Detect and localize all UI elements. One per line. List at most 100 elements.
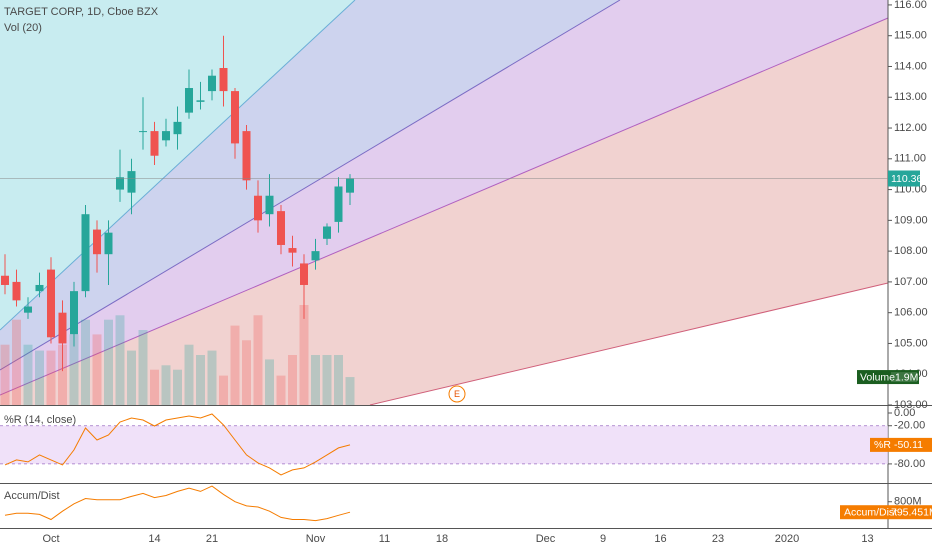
badge xyxy=(888,170,920,187)
y-tick-label: 106.00 xyxy=(894,307,928,319)
volume-bar xyxy=(253,315,263,405)
volume-bar xyxy=(115,315,125,405)
y-tick-label: 105.00 xyxy=(894,337,928,349)
candle-body xyxy=(208,75,216,92)
candle-body xyxy=(242,131,251,181)
volume-bar xyxy=(196,355,205,405)
volume-bar xyxy=(127,350,136,405)
volume-bar xyxy=(12,319,21,405)
candle-body xyxy=(196,100,205,102)
y-tick-label: 800M xyxy=(894,496,922,508)
event-label[interactable]: E xyxy=(454,389,460,399)
volume-bar xyxy=(104,319,113,405)
badge-value: -50.11 xyxy=(894,439,923,451)
x-tick-label: Nov xyxy=(306,533,326,545)
candle-body xyxy=(139,131,147,133)
subtitle: Vol (20) xyxy=(4,22,42,34)
badge-value: 795.451M xyxy=(891,506,932,518)
pane-title: Accum/Dist xyxy=(4,490,60,502)
volume-bar xyxy=(299,305,309,405)
candle-body xyxy=(231,91,239,144)
volume-bar xyxy=(184,344,194,405)
candle-body xyxy=(150,131,159,156)
volume-bar xyxy=(35,350,44,405)
x-tick-label: 9 xyxy=(600,533,606,545)
x-tick-label: Oct xyxy=(42,533,59,545)
candle-body xyxy=(104,232,113,255)
price-axis-bg xyxy=(888,0,932,550)
x-tick-label: 14 xyxy=(148,533,160,545)
volume-bar xyxy=(265,359,274,405)
candle-body xyxy=(185,88,193,113)
fan-line xyxy=(369,282,889,406)
candle-body xyxy=(70,291,78,335)
x-tick-label: Dec xyxy=(536,533,556,545)
y-tick-label: 112.00 xyxy=(894,122,927,134)
volume-bar xyxy=(230,325,240,405)
badge xyxy=(840,505,932,520)
y-tick-label: 103.00 xyxy=(894,399,928,411)
badge xyxy=(870,437,932,452)
volume-bar xyxy=(0,344,10,405)
volume-bar xyxy=(345,377,355,405)
volume-bar xyxy=(150,369,159,405)
volume-bar xyxy=(81,319,90,405)
badge-label: Accum/Dist xyxy=(844,506,897,518)
volume-bar xyxy=(92,334,102,405)
badge-value-bg xyxy=(891,372,917,383)
volume-bar xyxy=(69,334,79,405)
candle-body xyxy=(265,195,274,215)
y-tick-label: 116.00 xyxy=(894,0,927,11)
candle-body xyxy=(1,275,9,285)
x-tick-label: 13 xyxy=(861,533,873,545)
volume-bar xyxy=(58,344,67,405)
candle-body xyxy=(254,195,262,221)
badge-label: Volume xyxy=(860,371,895,383)
x-tick-label: 18 xyxy=(436,533,448,545)
candle-body xyxy=(12,281,21,301)
candle-body xyxy=(311,251,320,261)
volume-bar xyxy=(322,355,332,405)
y-tick-label: 109.00 xyxy=(894,214,928,226)
candle-body xyxy=(334,186,343,222)
volume-bar xyxy=(219,375,228,405)
badge-label: %R xyxy=(874,439,891,451)
candle-body xyxy=(300,263,308,285)
volume-bar xyxy=(173,369,182,405)
fan-zone xyxy=(0,0,888,395)
x-tick-label: 11 xyxy=(379,533,390,545)
volume-bar xyxy=(288,355,297,405)
x-tick-label: 21 xyxy=(206,533,218,545)
y-tick-label: 114.00 xyxy=(894,60,927,72)
volume-bar xyxy=(276,375,286,405)
fan-background xyxy=(0,0,889,406)
candle-body xyxy=(127,171,136,193)
x-tick-label: 16 xyxy=(654,533,666,545)
candle-body xyxy=(173,121,182,135)
fan-zone xyxy=(0,18,888,405)
fan-line xyxy=(0,0,356,331)
badge-value: 1.9M xyxy=(895,371,918,383)
fan-line xyxy=(0,0,621,371)
volume-bar xyxy=(23,344,33,405)
pane-title: %R (14, close) xyxy=(4,414,76,426)
chart-title: TARGET CORP, 1D, Cboe BZX xyxy=(4,6,159,18)
series-line xyxy=(4,413,351,476)
candle-body xyxy=(346,178,354,193)
candle-body xyxy=(116,177,124,190)
y-tick-label: 107.00 xyxy=(894,276,928,288)
y-tick-label: 0.00 xyxy=(894,407,915,419)
badge xyxy=(857,370,919,385)
x-tick-label: 23 xyxy=(712,533,724,545)
event-marker[interactable] xyxy=(448,385,466,403)
badge-label: 110.36 xyxy=(891,173,922,185)
candle-body xyxy=(35,284,44,292)
y-tick-label: 108.00 xyxy=(894,245,928,257)
volume-bar xyxy=(46,350,56,405)
candle-body xyxy=(81,214,90,292)
y-tick-label: -20.00 xyxy=(894,420,925,432)
y-tick-label: 113.00 xyxy=(894,91,927,103)
volume-bar xyxy=(207,350,217,405)
